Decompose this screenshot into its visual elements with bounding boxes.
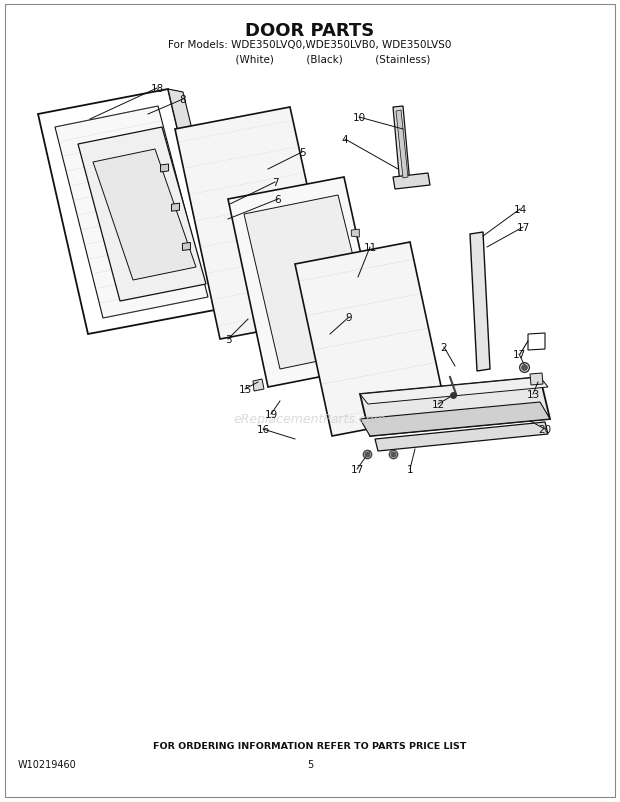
Text: 14: 14: [513, 205, 526, 215]
Text: 8: 8: [180, 95, 187, 105]
Polygon shape: [38, 90, 220, 334]
Polygon shape: [182, 243, 190, 251]
Polygon shape: [396, 111, 408, 179]
Text: 5: 5: [307, 759, 313, 769]
Polygon shape: [93, 150, 196, 281]
Text: 7: 7: [272, 178, 278, 188]
Polygon shape: [295, 243, 447, 436]
Polygon shape: [161, 164, 169, 172]
Polygon shape: [78, 128, 206, 302]
Polygon shape: [253, 379, 264, 391]
Text: 13: 13: [526, 390, 539, 399]
Text: 5: 5: [299, 148, 305, 158]
Text: 17: 17: [350, 464, 363, 475]
Text: DOOR PARTS: DOOR PARTS: [246, 22, 374, 40]
Polygon shape: [228, 178, 385, 387]
Text: For Models: WDE350LVQ0,WDE350LVB0, WDE350LVS0: For Models: WDE350LVQ0,WDE350LVB0, WDE35…: [168, 40, 452, 50]
Polygon shape: [244, 196, 376, 370]
Polygon shape: [55, 107, 208, 318]
Polygon shape: [360, 378, 550, 436]
Text: 20: 20: [538, 424, 552, 435]
Polygon shape: [393, 174, 430, 190]
Polygon shape: [172, 204, 180, 212]
Polygon shape: [470, 233, 490, 371]
Polygon shape: [352, 230, 360, 238]
Text: 17: 17: [512, 350, 526, 359]
Text: FOR ORDERING INFORMATION REFER TO PARTS PRICE LIST: FOR ORDERING INFORMATION REFER TO PARTS …: [153, 741, 467, 750]
Text: 17: 17: [516, 223, 529, 233]
Text: 12: 12: [432, 399, 445, 410]
Text: 4: 4: [342, 135, 348, 145]
Text: W10219460: W10219460: [18, 759, 77, 769]
Polygon shape: [370, 314, 378, 322]
Text: 9: 9: [346, 313, 352, 322]
Polygon shape: [530, 374, 543, 386]
Polygon shape: [361, 277, 370, 285]
Polygon shape: [168, 90, 236, 313]
Text: 16: 16: [257, 424, 270, 435]
Text: 6: 6: [275, 195, 281, 205]
Polygon shape: [528, 334, 545, 350]
Text: 3: 3: [224, 334, 231, 345]
Text: 1: 1: [407, 464, 414, 475]
Polygon shape: [375, 423, 548, 452]
Text: 15: 15: [238, 384, 252, 395]
Text: 19: 19: [264, 410, 278, 419]
Polygon shape: [175, 107, 336, 339]
Text: (White)          (Black)          (Stainless): (White) (Black) (Stainless): [190, 55, 430, 65]
Text: 11: 11: [363, 243, 376, 253]
Polygon shape: [360, 403, 550, 436]
Text: eReplacementParts.com: eReplacementParts.com: [234, 413, 386, 426]
Text: 2: 2: [441, 342, 447, 353]
Text: 10: 10: [352, 113, 366, 123]
Polygon shape: [393, 107, 410, 186]
Polygon shape: [360, 378, 548, 404]
Text: 18: 18: [151, 84, 164, 94]
